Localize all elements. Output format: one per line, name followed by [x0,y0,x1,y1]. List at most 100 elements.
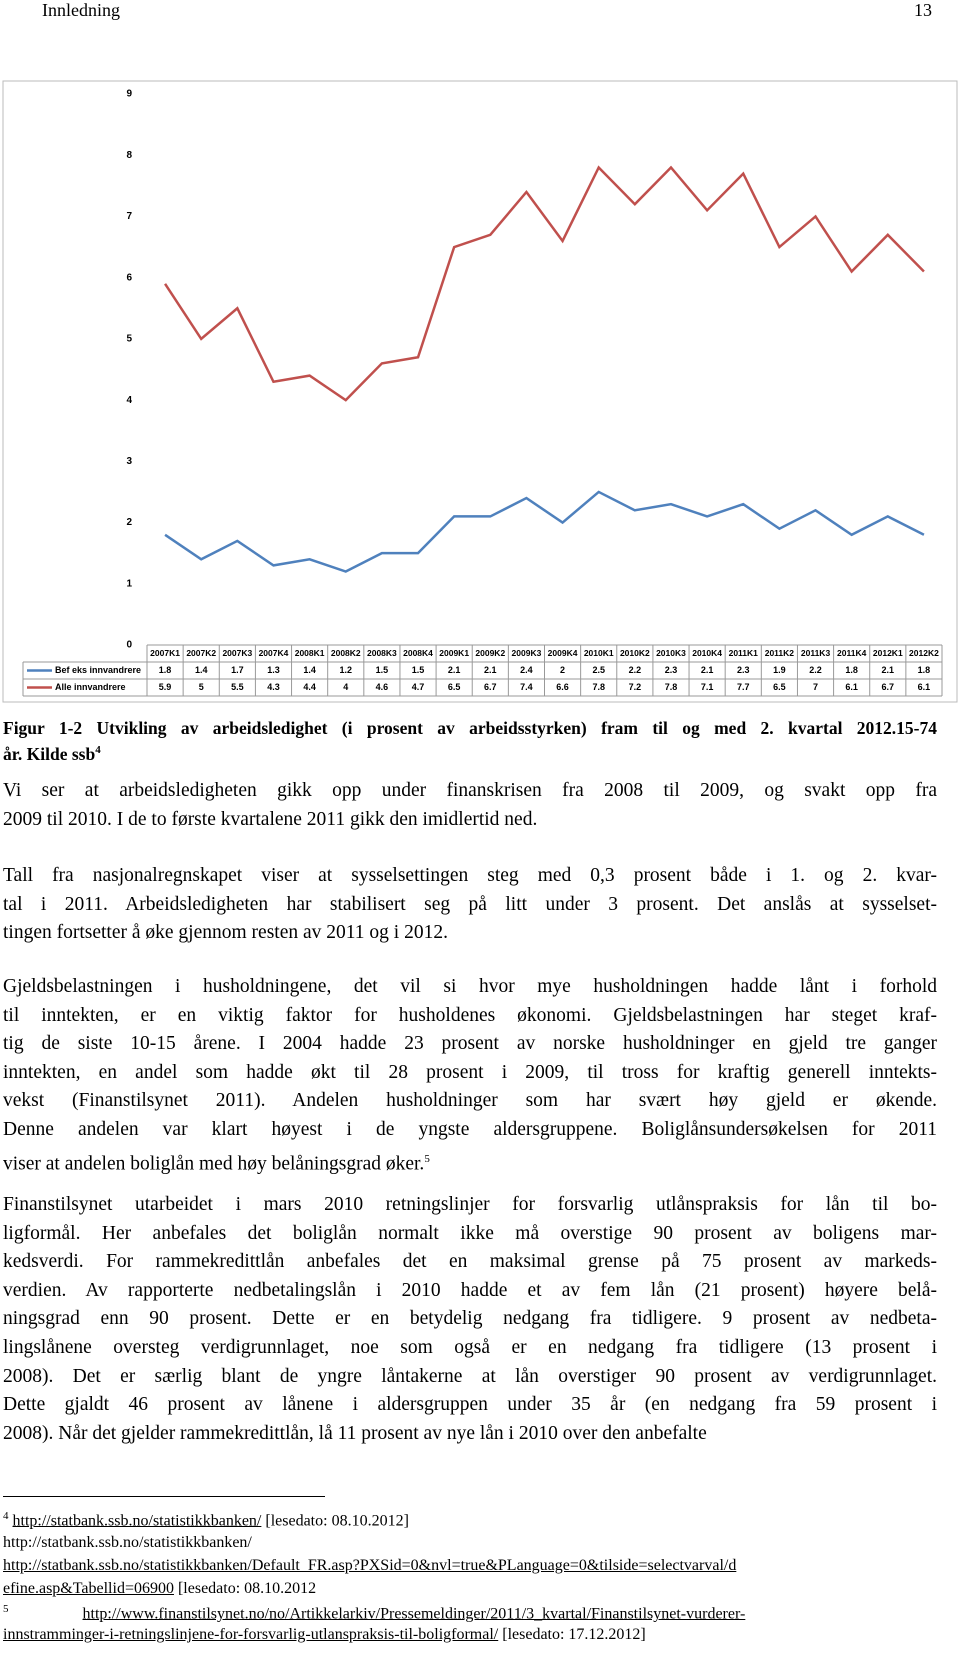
footnote-rule [3,1496,325,1497]
footnote-ref: 5 [424,1152,430,1165]
paragraph: Vi ser at arbeidsledigheten gikk opp und… [3,777,937,834]
legend-label: Alle innvandrere [55,682,126,692]
paragraph: Gjeldsbelastningen i husholdningene, det… [3,973,937,1179]
table-value: 2 [560,665,565,675]
footnote-link[interactable]: http://statbank.ssb.no/statistikkbanken/ [12,1512,262,1530]
table-value: 5 [199,682,204,692]
table-value: 2.2 [629,665,642,675]
x-tick-label: 2008K1 [295,648,325,658]
table-value: 6.1 [845,682,858,692]
text-line: inntekten, en andel som hadde økt til 28… [3,1059,937,1088]
table-value: 7.1 [701,682,714,692]
footnote-link[interactable]: http://www.finanstilsynet.no/no/Artikkel… [82,1605,746,1623]
table-value: 5.5 [231,682,244,692]
caption-line: år. Kilde ssb4 [3,739,937,765]
table-value: 2.4 [520,665,533,675]
text: 2009 til 2010. I de to første kvartalene… [3,808,538,830]
x-tick-label: 2010K1 [584,648,614,658]
text-line: lingslånene oversteg verdigrunnlaget, no… [3,1334,937,1363]
text-line: Dette gjaldt 46 prosent av lånene i alde… [3,1391,937,1420]
x-tick-label: 2011K2 [765,648,795,658]
table-value: 7.8 [592,682,605,692]
y-tick-label: 7 [126,211,132,222]
chart-frame [2,80,958,703]
text-line: ningsgrad enn 90 prosent. Dette er en be… [3,1305,937,1334]
table-value: 4.4 [303,682,316,692]
y-tick-label: 4 [126,395,132,406]
footnote: 4 http://statbank.ssb.no/statistikkbanke… [3,1510,409,1530]
x-tick-label: 2007K3 [222,648,252,658]
footnote: 5 http://www.finanstilsynet.no/no/Artikke… [3,1603,745,1623]
table-value: 1.8 [159,665,172,675]
text: Vi ser at arbeidsledigheten gikk opp und… [3,780,937,801]
y-tick-label: 6 [126,272,132,283]
table-value: 2.5 [592,665,605,675]
text: Gjeldsbelastningen i husholdningene, det… [3,976,937,997]
table-value: 1.4 [195,665,208,675]
x-tick-label: 2010K3 [656,648,686,658]
text: Dette gjaldt 46 prosent av lånene i alde… [3,1394,937,1416]
table-value: 1.3 [267,665,280,675]
x-tick-label: 2009K4 [548,648,578,658]
table-value: 6.7 [484,682,497,692]
footnote-date: [lesedato: 08.10.2012 [177,1580,317,1597]
x-tick-label: 2010K4 [692,648,722,658]
y-tick-label: 9 [126,89,132,100]
text: tig de siste 10-15 årene. I 2004 hadde 2… [3,1033,937,1055]
text-line: 2009 til 2010. I de to første kvartalene… [3,806,937,835]
footnote-link[interactable]: efine.asp&Tabellid=06900 [3,1580,174,1597]
table-value: 1.8 [845,665,858,675]
table-value: 1.5 [376,665,389,675]
table-value: 6.6 [556,682,569,692]
x-tick-label: 2010K2 [620,648,650,658]
legend-label: Bef eks innvandrere [55,665,141,675]
text: lingslånene oversteg verdigrunnlaget, no… [3,1336,937,1358]
text: vekst (Finanstilsynet 2011). Andelen hus… [3,1090,937,1112]
figure-caption: Figur 1-2 Utvikling av arbeidsledighet (… [3,717,937,765]
text-line: vekst (Finanstilsynet 2011). Andelen hus… [3,1087,937,1116]
x-tick-label: 2007K2 [186,648,216,658]
text: ningsgrad enn 90 prosent. Dette er en be… [3,1308,937,1330]
text: tal i 2011. Arbeidsledigheten har stabil… [3,893,937,915]
table-value: 6.7 [882,682,895,692]
table-value: 1.8 [918,665,931,675]
table-value: 2.1 [448,665,461,675]
text-line: tal i 2011. Arbeidsledigheten har stabil… [3,891,937,920]
table-value: 1.4 [303,665,316,675]
text-line: Vi ser at arbeidsledigheten gikk opp und… [3,777,937,806]
table-value: 4.7 [412,682,425,692]
text-line: Denne andelen var klart høyest i de yngs… [3,1116,937,1145]
data-line [164,490,925,573]
text: 2008). Når det gjelder rammekredittlån, … [3,1422,707,1444]
footnote-link[interactable]: http://statbank.ssb.no/statistikkbanken/… [3,1557,737,1574]
table-value: 2.1 [882,665,895,675]
footnote-number: 4 [3,1510,9,1522]
text-line: viser at andelen boliglån med høy belåni… [3,1145,937,1179]
text-line: tig de siste 10-15 årene. I 2004 hadde 2… [3,1030,937,1059]
y-tick-label: 1 [126,578,132,589]
x-tick-label: 2012K2 [909,648,939,658]
table-value: 5.9 [159,682,172,692]
footnote-link[interactable]: innstramminger-i-retningslinjene-for-for… [3,1626,499,1643]
text-line: tingen fortsetter å øke gjennom resten a… [3,919,937,948]
text-line: ligformål. Her anbefales det boliglån no… [3,1220,937,1249]
footnote: innstramminger-i-retningslinjene-for-for… [3,1626,646,1644]
table-value: 4.6 [376,682,389,692]
text: viser at andelen boliglån med høy belåni… [3,1153,425,1175]
x-tick-label: 2009K1 [439,648,469,658]
x-tick-label: 2008K2 [331,648,361,658]
chart: 0 1 2 3 4 5 6 7 8 9 2007K1 2007K2 2007K3 2007K4 2008K1… [2,80,958,703]
x-tick-label: 2011K4 [837,648,867,658]
y-tick-label: 3 [126,456,132,467]
text-line: verdien. Av rapporterte nedbetalingslån … [3,1277,937,1306]
table-value: 7.2 [629,682,642,692]
text-line: Finanstilsynet utarbeidet i mars 2010 re… [3,1191,937,1220]
page-number: 13 [914,0,932,20]
text: til inntekten, er en viktig faktor for h… [3,1004,937,1026]
footnote: efine.asp&Tabellid=06900 [lesedato: 08.1… [3,1580,316,1598]
paragraph: Tall fra nasjonalregnskapet viser at sys… [3,862,937,948]
text-line: Tall fra nasjonalregnskapet viser at sys… [3,862,937,891]
text: kedsverdi. For rammekredittlån anbefales… [3,1251,937,1273]
text: tingen fortsetter å øke gjennom resten a… [3,922,448,944]
